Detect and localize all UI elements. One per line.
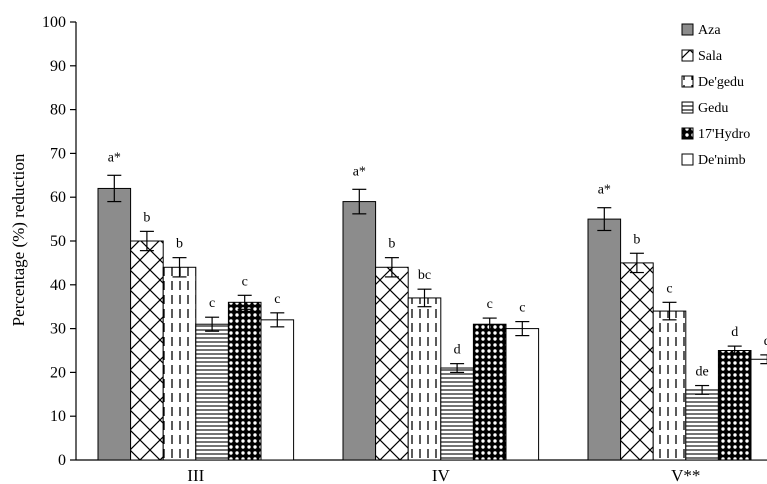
bar xyxy=(195,323,229,461)
legend-swatch xyxy=(681,127,694,140)
x-tick-label: III xyxy=(187,466,204,484)
significance-label: c xyxy=(274,292,280,307)
significance-label: b xyxy=(176,237,183,252)
bar xyxy=(717,350,752,461)
legend-label: De'nimb xyxy=(698,153,746,168)
legend-label: Aza xyxy=(698,23,721,38)
significance-label: c xyxy=(209,296,215,311)
bar xyxy=(587,218,622,461)
x-tick-label: V** xyxy=(671,466,700,484)
significance-label: d xyxy=(731,325,738,340)
y-tick-label: 30 xyxy=(50,321,66,338)
y-tick-label: 20 xyxy=(50,364,66,381)
y-tick-label: 0 xyxy=(58,452,66,469)
legend-swatch xyxy=(681,23,694,36)
bar xyxy=(342,201,377,461)
x-tick-label: IV xyxy=(432,466,451,484)
bar xyxy=(260,319,295,461)
significance-label: a* xyxy=(108,150,121,165)
significance-label: c xyxy=(666,281,672,296)
y-tick-label: 90 xyxy=(50,58,66,75)
legend-label: Sala xyxy=(698,49,723,64)
y-axis-title: Percentage (%) reduction xyxy=(9,153,28,326)
bar xyxy=(440,367,474,461)
significance-label: c xyxy=(487,297,493,312)
y-tick-label: 100 xyxy=(42,14,66,31)
bar xyxy=(162,266,197,461)
y-tick-label: 50 xyxy=(50,233,66,250)
bar xyxy=(685,389,719,461)
legend-label: De'gedu xyxy=(698,75,744,90)
legend-swatch xyxy=(681,75,694,88)
significance-label: de xyxy=(695,365,708,380)
significance-label: c xyxy=(242,274,248,289)
bar xyxy=(750,358,767,461)
significance-label: a* xyxy=(598,183,611,198)
legend-label: 17'Hydro xyxy=(698,127,750,142)
significance-label: c xyxy=(519,301,525,316)
y-tick-label: 70 xyxy=(50,145,66,162)
significance-label: d xyxy=(764,334,767,349)
bar xyxy=(227,301,262,461)
significance-label: bc xyxy=(418,268,431,283)
y-tick-label: 40 xyxy=(50,277,66,294)
significance-label: b xyxy=(143,210,150,225)
y-tick-label: 60 xyxy=(50,189,66,206)
significance-label: b xyxy=(388,237,395,252)
bar xyxy=(97,187,132,461)
significance-label: a* xyxy=(353,164,366,179)
legend-label: Gedu xyxy=(698,101,728,116)
legend-swatch xyxy=(681,153,694,166)
bar xyxy=(472,323,507,461)
y-axis-title-group: Percentage (%) reduction xyxy=(9,153,28,326)
y-tick-label: 80 xyxy=(50,102,66,119)
bar xyxy=(407,297,442,461)
significance-label: d xyxy=(454,343,461,358)
bar xyxy=(652,310,687,461)
significance-label: b xyxy=(633,232,640,247)
y-tick-label: 10 xyxy=(50,408,66,425)
legend-swatch xyxy=(681,49,694,62)
legend: Aza Sala De'gedu Gedu 17'Hydro De'nimb xyxy=(681,23,750,168)
bar xyxy=(375,266,409,461)
bar xyxy=(505,328,540,461)
bar xyxy=(620,262,654,461)
bar xyxy=(130,240,164,461)
legend-swatch xyxy=(681,101,694,114)
